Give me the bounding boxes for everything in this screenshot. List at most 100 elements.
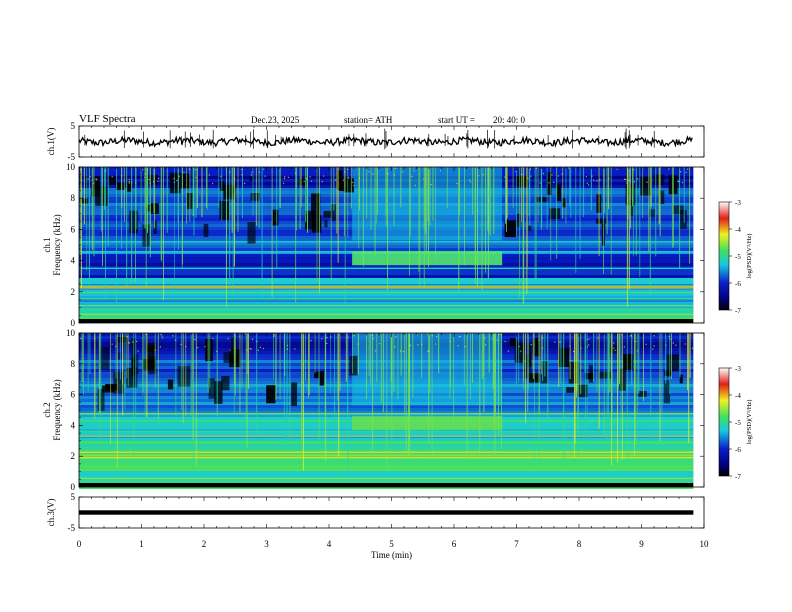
ch1-spec-speckle [157, 180, 159, 182]
ch1-wave-trace [78, 128, 693, 150]
ch1-spec-dark-patch [91, 181, 101, 197]
ch1-spec-sferic [100, 167, 102, 232]
ch2-spec-sferic [275, 333, 277, 400]
x-tick-label: 2 [202, 539, 207, 549]
ch1-spec-sferic [252, 167, 254, 216]
ch2-spec-sferic [494, 333, 496, 457]
ch1-spec-speckle [220, 175, 222, 177]
x-tick-label: 8 [577, 539, 582, 549]
ch1-spec-speckle [144, 173, 147, 175]
ch2-spec-sferic [157, 333, 159, 420]
ch1-spec-speckle [208, 174, 210, 176]
ch1-spec-sferic [516, 167, 517, 238]
ch2-spec-speckle [395, 335, 397, 338]
ch2-spec-axes: 0 2 4 6 8 10 ch.2 Frequency (kHz) [42, 328, 705, 492]
ch2-spec-speckle [645, 343, 647, 345]
ch1-spec-sferic [671, 167, 673, 248]
ch2-spec-sferic [493, 333, 495, 424]
ch1-spec-dark-patch [504, 220, 517, 238]
ch1-spec-sferic [606, 167, 608, 235]
ch2-spec-dark-patch [221, 375, 230, 391]
ch1-spec-sferic [526, 167, 528, 267]
ch1-spec-speckle [144, 176, 146, 178]
ch2-spec-band [79, 462, 694, 465]
ch1-spec-speckle [412, 167, 415, 169]
ch2-spec-sferic [308, 333, 310, 396]
ch2-spec-sferic [405, 333, 407, 460]
ch2-spec-dark-patch [116, 336, 128, 343]
ch1-spec-speckle [310, 180, 313, 182]
ch2-spec-speckle [421, 343, 423, 345]
ch1-spec-sferic [261, 167, 263, 299]
ch2-spec-speckle [518, 345, 520, 348]
ch2-spec-speckle [580, 347, 582, 349]
ch2-spec-speckle [652, 348, 654, 350]
ch1-spec-sferic [104, 167, 106, 210]
ch1-wave-line [78, 134, 693, 148]
ch2-spec-sferic [246, 333, 248, 448]
ch2-spec-band [79, 480, 694, 483]
ch2-spec-speckle [326, 342, 328, 345]
y-tick-label: 6 [71, 390, 76, 400]
ch2-spec-speckle [684, 343, 686, 345]
ch2-spec-band [79, 432, 694, 435]
ch1-spec-sferic [144, 167, 146, 229]
ch1-spec-sferic [306, 167, 308, 214]
ch2-spec-sferic [368, 333, 370, 376]
ch1-spec-sferic [102, 167, 104, 267]
ch1-spec-sferic [83, 167, 85, 225]
ch2-spec-sferic [598, 333, 600, 429]
ch1-spec-speckle [95, 179, 98, 181]
ch1-spec-dark-patch [247, 222, 256, 244]
ch1-spec-speckle [258, 171, 260, 173]
ch1-spec-sferic [610, 167, 612, 275]
ch2-spec-dark-patch [637, 391, 647, 397]
ch2-spec-sferic [469, 333, 471, 400]
ch1-spec-speckle [521, 173, 523, 176]
ch1-spec-speckle [183, 171, 185, 173]
ch2-spec-speckle [492, 338, 494, 340]
ch1-spec-band [79, 281, 694, 284]
ch2-spec-sferic [216, 333, 218, 417]
ch1-spec-sferic [679, 167, 681, 269]
ch1-spec-sferic [337, 167, 339, 263]
ch1-spec-speckle [503, 176, 505, 178]
ch1-spec-speckle [229, 171, 231, 173]
ch2-spec-speckle [115, 345, 117, 347]
ch2-spec-speckle [399, 350, 402, 352]
ch2-spec-band [79, 405, 694, 408]
ch1-spec-dark-patch [115, 182, 125, 190]
ch2-spec-sferic [336, 333, 338, 401]
ch1-spec-speckle [321, 181, 323, 183]
ch2-spec-dark-patch [664, 370, 672, 377]
ch2-spec-speckle [621, 334, 623, 336]
ch1-spec-speckle [591, 175, 593, 177]
ch2-spec-dark-patch [577, 384, 588, 398]
ch1-spec-speckle [542, 173, 545, 175]
ch2-spec-sferic [352, 333, 353, 374]
ch1-spec-sferic [196, 167, 198, 209]
ch1-spec-sferic [347, 167, 349, 238]
ch2-spec-speckle [500, 333, 502, 336]
ch2-spec-sferic [279, 333, 281, 400]
ch1-spec-dark-patch [679, 209, 687, 229]
colorbar-tick-label: -3 [735, 365, 741, 373]
ch1-spec-dark-patch [250, 193, 261, 201]
ch1-spec-dark-patch [126, 181, 132, 192]
station-label: station= ATH [344, 115, 393, 125]
ch1-spec-sferic [569, 167, 571, 207]
ch2-spec-sferic [498, 333, 499, 436]
ch1-spec-speckle [87, 178, 89, 180]
ch2-spec-band [79, 414, 694, 417]
ch2-spec-sferic [190, 333, 192, 417]
ch1-spec-speckle [358, 177, 361, 179]
ch1-spec-sferic [639, 167, 641, 277]
ch2-spec-sferic [400, 333, 402, 376]
y-tick-label: 6 [71, 224, 76, 234]
ch2-spec-sferic [659, 333, 661, 441]
ch1-spec-speckle [401, 171, 404, 173]
ch2-spec-dark-patch [532, 337, 540, 357]
ch2-spec-sferic [609, 333, 611, 393]
ch2-spec-speckle [588, 338, 590, 340]
ch1-spec-sferic [160, 167, 162, 260]
